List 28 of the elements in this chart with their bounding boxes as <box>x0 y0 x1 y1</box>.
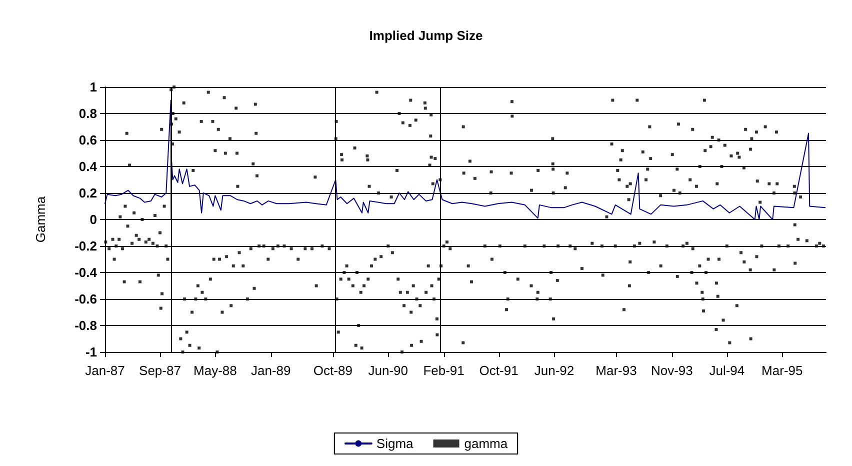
x-tick-label: Jan-87 <box>85 363 125 378</box>
y-axis-title: Gamma <box>33 196 48 243</box>
y-tick-label: 0.4 <box>78 159 98 174</box>
y-tick-label: 0.2 <box>78 186 97 200</box>
y-tick-label: -0.4 <box>74 265 98 280</box>
x-tick-label: Mar-95 <box>762 363 803 378</box>
x-tick-label: Mar-93 <box>596 363 637 378</box>
y-tick-label: 0 <box>90 212 97 227</box>
x-tick-label: Jan-89 <box>251 363 291 378</box>
x-tick-label: Sep-87 <box>139 363 181 378</box>
y-tick-label: -1 <box>85 344 97 360</box>
y-tick-label: 1 <box>90 80 97 94</box>
chart-title: Implied Jump Size <box>369 28 483 43</box>
y-tick-label: -0.8 <box>74 318 97 333</box>
legend-label: Sigma <box>376 436 414 451</box>
x-tick-label: Nov-93 <box>650 363 693 378</box>
x-tick-label: Feb-91 <box>423 363 464 378</box>
x-tick-label: Jun-90 <box>368 363 408 378</box>
y-tick-label: 0.6 <box>78 132 97 148</box>
legend-label: gamma <box>464 436 508 451</box>
y-tick-label: -0.2 <box>74 238 97 254</box>
x-tick-label: Oct-89 <box>313 363 352 378</box>
x-tick-label: Jul-94 <box>709 363 745 378</box>
x-tick-label: May-88 <box>194 363 237 378</box>
x-tick-label: Oct-91 <box>479 363 518 378</box>
x-tick-label: Jun-92 <box>534 363 574 378</box>
y-tick-label: -0.6 <box>74 292 97 306</box>
y-tick-label: 0.8 <box>78 106 97 121</box>
